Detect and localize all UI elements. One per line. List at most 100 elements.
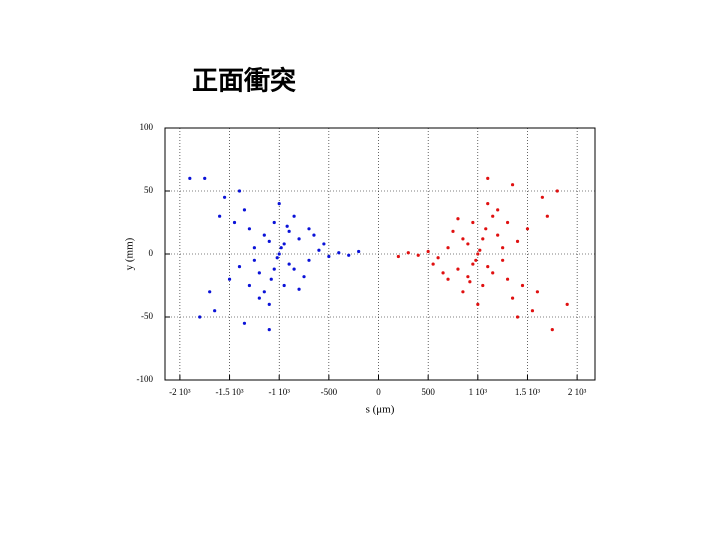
point [456, 267, 460, 271]
point [486, 202, 490, 206]
point [515, 315, 520, 319]
point [203, 176, 207, 180]
point [474, 258, 478, 262]
point [501, 246, 505, 250]
point [277, 252, 281, 256]
point [347, 253, 351, 257]
point [476, 252, 480, 256]
point [218, 214, 222, 218]
point [297, 237, 301, 241]
x-axis-label: s (μm) [366, 404, 395, 416]
point [491, 271, 495, 275]
point [431, 262, 435, 266]
point [237, 189, 242, 193]
y-tick-label: 0 [149, 248, 154, 258]
point [416, 253, 420, 257]
point [484, 227, 488, 231]
x-tick-label: -1 10³ [268, 387, 290, 397]
point [501, 258, 505, 262]
point [357, 249, 361, 254]
point [565, 302, 569, 306]
y-tick-label: -100 [137, 374, 154, 384]
point [292, 267, 296, 271]
y-tick-label: -50 [141, 311, 153, 321]
point [441, 271, 445, 275]
point [545, 214, 549, 218]
point [446, 277, 450, 281]
point [496, 233, 500, 237]
point [232, 220, 237, 225]
point [297, 287, 301, 291]
point [471, 220, 475, 225]
point [466, 275, 470, 279]
point [510, 183, 515, 187]
point [269, 277, 273, 281]
x-tick-label: -1.5 10³ [215, 387, 243, 397]
point [307, 227, 311, 231]
point [406, 251, 410, 255]
point [476, 302, 480, 306]
point [555, 189, 559, 193]
point [312, 233, 316, 237]
point [222, 195, 227, 199]
y-tick-label: 100 [140, 122, 154, 132]
point [496, 208, 500, 212]
point [272, 267, 276, 271]
point [486, 176, 490, 180]
point [262, 233, 266, 237]
point [468, 280, 472, 284]
point [287, 262, 291, 266]
x-tick-label: 0 [376, 387, 381, 397]
point [267, 328, 271, 332]
point [506, 220, 510, 225]
point [327, 254, 331, 259]
point [287, 229, 291, 233]
x-tick-label: 1 10³ [469, 387, 488, 397]
point [456, 217, 460, 221]
point [471, 262, 475, 266]
point [307, 258, 311, 262]
point [247, 283, 252, 288]
point [535, 290, 540, 294]
point [227, 277, 232, 281]
point [285, 224, 289, 228]
point [520, 283, 525, 288]
point [510, 296, 515, 300]
x-tick-label: -2 10³ [169, 387, 191, 397]
x-tick-label: 1.5 10³ [515, 387, 541, 397]
point [337, 251, 341, 255]
point [436, 256, 440, 260]
point [451, 229, 455, 233]
point [317, 248, 321, 252]
point [525, 227, 530, 231]
point [252, 258, 256, 262]
point [540, 195, 544, 199]
point [461, 290, 465, 294]
point [267, 239, 271, 243]
point [279, 246, 283, 250]
point [282, 283, 286, 288]
point [530, 309, 535, 313]
point [486, 265, 490, 269]
point [396, 254, 400, 259]
point [188, 176, 192, 180]
point [242, 321, 247, 325]
point [292, 214, 296, 218]
x-tick-label: 500 [421, 387, 435, 397]
x-tick-label: 2 10³ [568, 387, 587, 397]
x-tick-label: -500 [321, 387, 338, 397]
point [247, 227, 252, 231]
point [481, 237, 485, 241]
point [426, 249, 430, 254]
point [466, 242, 470, 246]
point [262, 290, 266, 294]
point [277, 202, 281, 206]
y-tick-label: 50 [144, 185, 154, 195]
point [213, 309, 217, 313]
point [282, 242, 286, 246]
point [257, 296, 261, 300]
point [491, 214, 495, 218]
point [257, 271, 261, 275]
point [198, 315, 202, 319]
